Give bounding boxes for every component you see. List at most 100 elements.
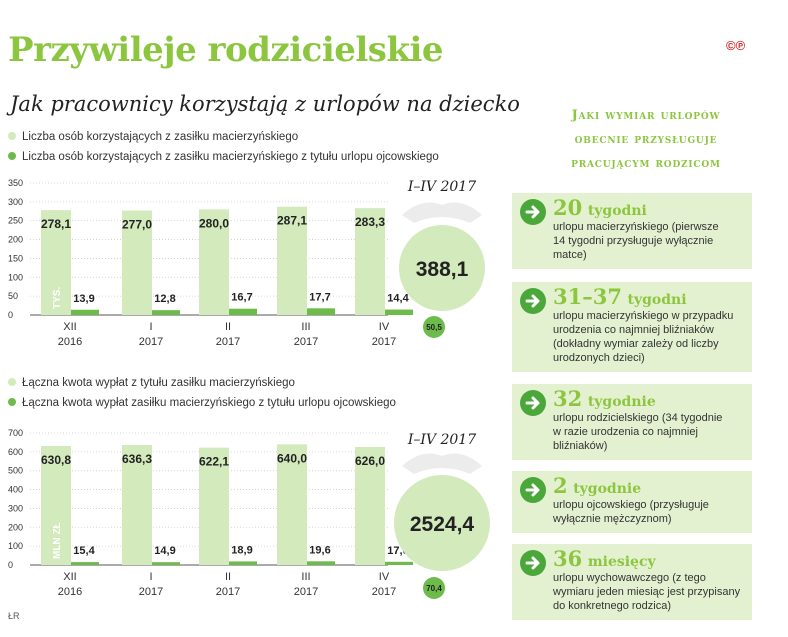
legend-label: Łączna kwota wypłat z tytułu zasiłku mac…	[22, 377, 295, 389]
bar-secondary	[385, 309, 413, 315]
legend-item: Łączna kwota wypłat zasiłku macierzyński…	[8, 397, 396, 409]
x-tick-label: 2016	[58, 586, 82, 598]
leave-description: urlopu macierzyńskiego w przypadku urodze…	[553, 310, 734, 364]
y-tick-label: 150	[8, 253, 23, 263]
summary-total-value: 388,1	[416, 258, 469, 281]
side-heading-line: pracującym rodzicom	[571, 156, 721, 171]
bar-secondary	[307, 308, 335, 315]
page-title: Przywileje rodzicielskie	[8, 30, 444, 70]
bar-value-label: 640,0	[277, 451, 307, 465]
leave-amount: 31–37 tygodni	[553, 284, 687, 309]
arrow-right-icon	[520, 550, 546, 576]
arrow-right-icon	[520, 199, 546, 225]
bar-secondary	[229, 561, 257, 565]
bar-value-label: 18,9	[231, 544, 252, 556]
bar-secondary	[152, 310, 180, 315]
bar-secondary	[229, 308, 257, 315]
x-tick-label: 2017	[216, 586, 240, 598]
bar-value-label: 622,1	[199, 455, 229, 469]
legend-label: Łączna kwota wypłat zasiłku macierzyński…	[22, 397, 396, 409]
x-tick-label: 2017	[216, 336, 240, 348]
y-tick-label: 200	[8, 235, 23, 245]
leave-amount: 32 tygodnie	[553, 386, 656, 411]
x-tick-label: II	[225, 321, 231, 333]
x-tick-label: XII	[63, 571, 76, 583]
leave-description: urlopu ojcowskiego (przysługuje wyłącznie…	[553, 499, 709, 525]
arrow-right-icon	[520, 288, 546, 314]
y-tick-label: 100	[8, 272, 23, 282]
y-tick-label: 500	[8, 466, 23, 476]
leave-card: 32 tygodnie urlopu rodzicielskiego (34 t…	[512, 384, 752, 460]
x-tick-label: IV	[379, 571, 390, 583]
bar-value-label: 16,7	[231, 292, 252, 304]
bar-value-label: 17,7	[309, 291, 330, 303]
x-tick-label: II	[225, 571, 231, 583]
side-heading-line: obecnie przysługuje	[574, 132, 718, 147]
legend-item: Liczba osób korzystających z zasiłku mac…	[8, 151, 439, 163]
side-heading-line: Jaki wymiar urlopów	[571, 108, 721, 123]
bar-value-label: 626,0	[355, 454, 385, 468]
bar-value-label: 14,4	[387, 293, 409, 305]
bar-value-label: 14,9	[154, 545, 175, 557]
leave-card: 20 tygodni urlopu macierzyńskiego (pierw…	[512, 193, 752, 269]
legend-swatch	[8, 378, 16, 386]
legend-swatch	[8, 152, 16, 160]
bar-primary	[41, 210, 71, 315]
y-tick-label: 100	[8, 541, 23, 551]
leave-description: urlopu macierzyńskiego (pierwsze 14 tygod…	[553, 221, 719, 261]
x-tick-label: 2017	[294, 586, 318, 598]
leave-description: urlopu rodzicielskiego (34 tygodnie w raz…	[553, 412, 723, 452]
bar-primary	[355, 446, 385, 565]
bar-value-label: 278,1	[41, 217, 71, 231]
bar-primary	[122, 210, 152, 315]
summary-sub-circle	[423, 316, 445, 338]
y-tick-label: 300	[8, 197, 23, 207]
bar-value-label: 15,4	[73, 545, 95, 557]
x-tick-label: XII	[63, 321, 76, 333]
bar-value-label: 280,0	[199, 216, 229, 230]
bar-primary	[41, 446, 71, 565]
page-subtitle: Jak pracownicy korzystają z urlopów na d…	[10, 92, 520, 116]
bar-secondary	[307, 561, 335, 565]
x-tick-label: 2017	[372, 586, 396, 598]
y-tick-label: 300	[8, 503, 23, 513]
legend-item: Łączna kwota wypłat z tytułu zasiłku mac…	[8, 377, 295, 389]
y-tick-label: 600	[8, 447, 23, 457]
x-tick-label: III	[301, 321, 310, 333]
legend-item: Liczba osób korzystających z zasiłku mac…	[8, 131, 298, 143]
bar-primary	[199, 447, 229, 565]
unit-label: TYS.	[52, 287, 63, 309]
bar-value-label: 636,3	[122, 452, 152, 466]
legend-label: Liczba osób korzystających z zasiłku mac…	[22, 151, 439, 163]
summary-period: I–IV 2017	[407, 179, 476, 195]
connector-shape	[402, 453, 482, 474]
bar-value-label: 13,9	[73, 293, 94, 305]
summary-sub-circle	[423, 577, 445, 599]
x-tick-label: 2017	[294, 336, 318, 348]
y-tick-label: 0	[8, 310, 13, 320]
summary-sub-value: 70,4	[426, 584, 442, 593]
leave-amount: 2 tygodnie	[553, 473, 642, 498]
leave-card: 31–37 tygodni urlopu macierzyńskiego w p…	[512, 282, 752, 372]
summary-period: I–IV 2017	[407, 432, 476, 448]
legend-label: Liczba osób korzystających z zasiłku mac…	[22, 131, 299, 143]
bar-primary	[355, 208, 385, 315]
leave-card: 36 miesięcy urlopu wychowawczego (z tego…	[512, 544, 752, 620]
summary-total-value: 2524,4	[410, 513, 475, 536]
x-tick-label: III	[301, 571, 310, 583]
x-tick-label: 2017	[139, 336, 163, 348]
x-tick-label: 2017	[139, 586, 163, 598]
y-tick-label: 250	[8, 216, 23, 226]
unit-label: MLN ZŁ	[52, 522, 63, 559]
legend-swatch	[8, 132, 16, 140]
summary-sub-value: 50,5	[426, 323, 442, 332]
arrow-right-icon	[520, 477, 546, 503]
bar-secondary	[152, 562, 180, 565]
bar-value-label: 630,8	[41, 453, 71, 467]
bar-secondary	[385, 561, 413, 565]
bar-primary	[277, 444, 307, 565]
summary-total-circle	[394, 475, 490, 571]
y-tick-label: 0	[8, 560, 13, 570]
y-tick-label: 50	[8, 291, 18, 301]
